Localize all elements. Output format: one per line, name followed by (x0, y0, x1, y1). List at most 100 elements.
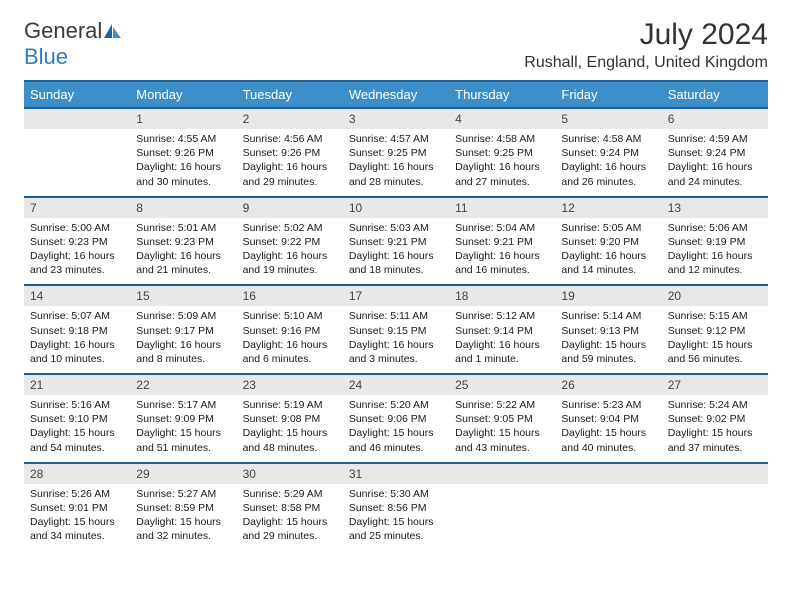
date-cell: 3 (343, 108, 449, 129)
info-cell: Sunrise: 4:59 AMSunset: 9:24 PMDaylight:… (662, 129, 768, 197)
sunset-text: Sunset: 9:15 PM (349, 324, 443, 338)
info-cell (662, 484, 768, 551)
date-cell: 19 (555, 285, 661, 306)
date-cell: 13 (662, 197, 768, 218)
daylight-text-1: Daylight: 16 hours (668, 249, 762, 263)
date-row: 14151617181920 (24, 285, 768, 306)
date-cell: 24 (343, 374, 449, 395)
sunset-text: Sunset: 9:06 PM (349, 412, 443, 426)
daylight-text-2: and 29 minutes. (243, 529, 337, 543)
sunset-text: Sunset: 8:58 PM (243, 501, 337, 515)
info-cell: Sunrise: 4:57 AMSunset: 9:25 PMDaylight:… (343, 129, 449, 197)
daylight-text-2: and 3 minutes. (349, 352, 443, 366)
info-cell: Sunrise: 5:22 AMSunset: 9:05 PMDaylight:… (449, 395, 555, 463)
date-cell (662, 463, 768, 484)
info-cell: Sunrise: 5:17 AMSunset: 9:09 PMDaylight:… (130, 395, 236, 463)
info-cell: Sunrise: 5:06 AMSunset: 9:19 PMDaylight:… (662, 218, 768, 286)
sunrise-text: Sunrise: 5:17 AM (136, 398, 230, 412)
daylight-text-1: Daylight: 15 hours (668, 338, 762, 352)
page-title: July 2024 (524, 18, 768, 52)
header: General Blue July 2024 Rushall, England,… (24, 18, 768, 72)
daylight-text-1: Daylight: 16 hours (455, 160, 549, 174)
date-cell: 12 (555, 197, 661, 218)
info-cell: Sunrise: 4:56 AMSunset: 9:26 PMDaylight:… (237, 129, 343, 197)
date-row: 21222324252627 (24, 374, 768, 395)
daylight-text-1: Daylight: 16 hours (243, 338, 337, 352)
daylight-text-2: and 10 minutes. (30, 352, 124, 366)
daylight-text-1: Daylight: 15 hours (136, 515, 230, 529)
day-header: Sunday (24, 81, 130, 108)
info-cell: Sunrise: 5:14 AMSunset: 9:13 PMDaylight:… (555, 306, 661, 374)
daylight-text-2: and 27 minutes. (455, 175, 549, 189)
info-row: Sunrise: 5:16 AMSunset: 9:10 PMDaylight:… (24, 395, 768, 463)
date-cell: 30 (237, 463, 343, 484)
day-header: Wednesday (343, 81, 449, 108)
date-cell: 18 (449, 285, 555, 306)
info-cell: Sunrise: 5:12 AMSunset: 9:14 PMDaylight:… (449, 306, 555, 374)
sunset-text: Sunset: 9:10 PM (30, 412, 124, 426)
sunrise-text: Sunrise: 5:30 AM (349, 487, 443, 501)
sunrise-text: Sunrise: 5:24 AM (668, 398, 762, 412)
sunset-text: Sunset: 9:26 PM (243, 146, 337, 160)
daylight-text-1: Daylight: 15 hours (30, 426, 124, 440)
info-cell: Sunrise: 5:15 AMSunset: 9:12 PMDaylight:… (662, 306, 768, 374)
sunrise-text: Sunrise: 5:11 AM (349, 309, 443, 323)
daylight-text-1: Daylight: 15 hours (349, 426, 443, 440)
daylight-text-2: and 48 minutes. (243, 441, 337, 455)
daylight-text-2: and 18 minutes. (349, 263, 443, 277)
daylight-text-1: Daylight: 16 hours (349, 249, 443, 263)
info-cell (24, 129, 130, 197)
date-cell (24, 108, 130, 129)
sunrise-text: Sunrise: 5:20 AM (349, 398, 443, 412)
date-cell: 25 (449, 374, 555, 395)
logo-sail-icon (102, 24, 122, 40)
daylight-text-2: and 28 minutes. (349, 175, 443, 189)
sunrise-text: Sunrise: 4:58 AM (455, 132, 549, 146)
daylight-text-2: and 43 minutes. (455, 441, 549, 455)
daylight-text-1: Daylight: 15 hours (349, 515, 443, 529)
date-cell: 11 (449, 197, 555, 218)
sunset-text: Sunset: 9:17 PM (136, 324, 230, 338)
date-cell: 14 (24, 285, 130, 306)
date-cell: 5 (555, 108, 661, 129)
sunset-text: Sunset: 9:24 PM (668, 146, 762, 160)
daylight-text-1: Daylight: 16 hours (561, 160, 655, 174)
sunrise-text: Sunrise: 5:10 AM (243, 309, 337, 323)
sunset-text: Sunset: 9:08 PM (243, 412, 337, 426)
sunset-text: Sunset: 9:09 PM (136, 412, 230, 426)
sunset-text: Sunset: 9:19 PM (668, 235, 762, 249)
info-cell: Sunrise: 5:20 AMSunset: 9:06 PMDaylight:… (343, 395, 449, 463)
daylight-text-2: and 12 minutes. (668, 263, 762, 277)
info-cell: Sunrise: 5:26 AMSunset: 9:01 PMDaylight:… (24, 484, 130, 551)
date-cell: 17 (343, 285, 449, 306)
info-cell: Sunrise: 5:02 AMSunset: 9:22 PMDaylight:… (237, 218, 343, 286)
info-cell: Sunrise: 5:30 AMSunset: 8:56 PMDaylight:… (343, 484, 449, 551)
sunrise-text: Sunrise: 5:03 AM (349, 221, 443, 235)
daylight-text-2: and 21 minutes. (136, 263, 230, 277)
daylight-text-1: Daylight: 16 hours (243, 160, 337, 174)
date-cell: 6 (662, 108, 768, 129)
date-cell (449, 463, 555, 484)
info-cell: Sunrise: 5:10 AMSunset: 9:16 PMDaylight:… (237, 306, 343, 374)
sunset-text: Sunset: 9:16 PM (243, 324, 337, 338)
sunset-text: Sunset: 9:22 PM (243, 235, 337, 249)
date-cell: 23 (237, 374, 343, 395)
date-cell: 7 (24, 197, 130, 218)
info-cell: Sunrise: 4:58 AMSunset: 9:24 PMDaylight:… (555, 129, 661, 197)
daylight-text-1: Daylight: 16 hours (455, 338, 549, 352)
info-cell (449, 484, 555, 551)
daylight-text-1: Daylight: 16 hours (136, 160, 230, 174)
date-cell: 26 (555, 374, 661, 395)
info-row: Sunrise: 4:55 AMSunset: 9:26 PMDaylight:… (24, 129, 768, 197)
day-header-row: SundayMondayTuesdayWednesdayThursdayFrid… (24, 81, 768, 108)
sunset-text: Sunset: 9:20 PM (561, 235, 655, 249)
daylight-text-2: and 6 minutes. (243, 352, 337, 366)
date-row: 28293031 (24, 463, 768, 484)
logo-text: General Blue (24, 18, 122, 70)
daylight-text-1: Daylight: 15 hours (243, 426, 337, 440)
sunset-text: Sunset: 9:23 PM (136, 235, 230, 249)
sunrise-text: Sunrise: 5:05 AM (561, 221, 655, 235)
daylight-text-1: Daylight: 16 hours (243, 249, 337, 263)
daylight-text-2: and 19 minutes. (243, 263, 337, 277)
info-cell: Sunrise: 4:58 AMSunset: 9:25 PMDaylight:… (449, 129, 555, 197)
